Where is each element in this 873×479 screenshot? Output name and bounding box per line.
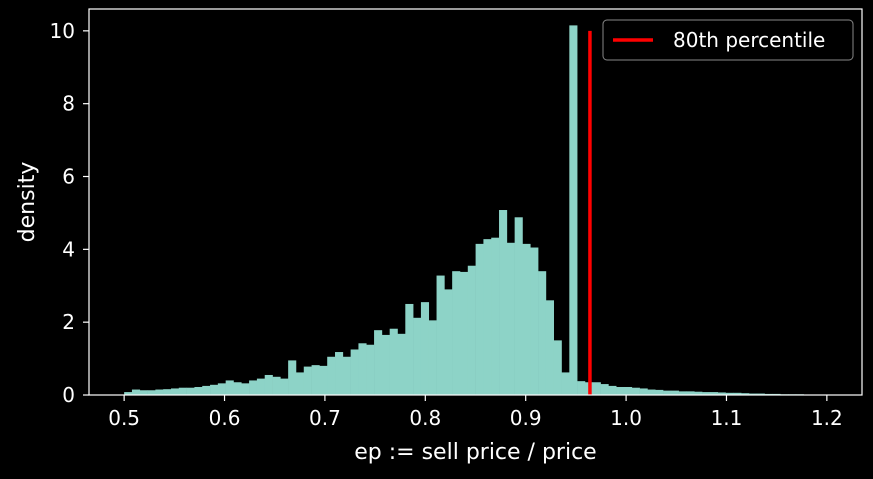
x-tick-label: 0.9	[510, 406, 542, 430]
histogram-bar	[530, 248, 538, 395]
histogram-bar	[194, 387, 202, 395]
histogram-bar	[437, 276, 445, 395]
legend: 80th percentile	[603, 20, 853, 60]
histogram-bar	[187, 388, 195, 395]
y-tick-label: 10	[50, 19, 75, 43]
histogram-bar	[390, 329, 398, 395]
histogram-bar	[601, 384, 609, 395]
histogram-bar	[335, 352, 343, 395]
histogram-bar	[132, 390, 140, 395]
x-tick-label: 0.5	[108, 406, 140, 430]
y-axis-ticks: 0 2 4 6 8 10	[50, 19, 89, 407]
histogram-bar	[343, 357, 351, 395]
y-axis-label: density	[15, 162, 40, 243]
y-tick-label: 4	[62, 237, 75, 261]
histogram-bar	[655, 390, 663, 395]
histogram-bar	[476, 244, 484, 395]
histogram-bar	[562, 372, 570, 395]
histogram-bar	[554, 340, 562, 395]
histogram-bar	[280, 379, 288, 395]
histogram-bar	[640, 388, 648, 395]
histogram-bar	[577, 381, 585, 395]
histogram-bar	[179, 388, 187, 395]
histogram-bar	[499, 210, 507, 395]
histogram-bar	[632, 388, 640, 395]
histogram-bar	[218, 383, 226, 395]
histogram-bar	[507, 243, 515, 395]
histogram-bar	[608, 386, 616, 395]
histogram-bar	[522, 244, 530, 395]
histogram-bars	[124, 25, 827, 395]
histogram-bar	[265, 375, 273, 395]
x-tick-label: 0.6	[209, 406, 241, 430]
histogram-bar	[515, 217, 523, 395]
histogram-bar	[569, 25, 577, 395]
histogram-bar	[171, 388, 179, 395]
histogram-bar	[296, 372, 304, 395]
x-tick-label: 0.8	[409, 406, 441, 430]
histogram-bar	[140, 390, 148, 395]
x-tick-label: 1.1	[711, 406, 743, 430]
y-tick-label: 2	[62, 310, 75, 334]
histogram-bar	[358, 343, 366, 395]
histogram-bar	[624, 387, 632, 395]
histogram-bar	[155, 390, 163, 395]
histogram-bar	[538, 271, 546, 395]
histogram-bar	[593, 382, 601, 395]
histogram-bar	[460, 272, 468, 395]
histogram-bar	[671, 391, 679, 395]
x-tick-label: 1.2	[811, 406, 843, 430]
histogram-bar	[249, 380, 257, 395]
y-tick-label: 8	[62, 92, 75, 116]
histogram-bar	[202, 386, 210, 395]
histogram-bar	[374, 330, 382, 395]
histogram-bar	[163, 389, 171, 395]
histogram-bar	[382, 335, 390, 395]
histogram-bar	[233, 382, 241, 395]
histogram-bar	[148, 390, 156, 395]
histogram-bar	[616, 387, 624, 395]
x-axis-ticks: 0.5 0.6 0.7 0.8 0.9 1.0 1.1 1.2	[108, 395, 843, 430]
y-tick-label: 0	[62, 383, 75, 407]
histogram-bar	[546, 300, 554, 395]
histogram-bar	[647, 390, 655, 395]
histogram-bar	[405, 304, 413, 395]
histogram-bar	[319, 366, 327, 395]
histogram-bar	[429, 320, 437, 395]
histogram-bar	[452, 271, 460, 395]
histogram-bar	[351, 349, 359, 395]
histogram-bar	[397, 334, 405, 395]
histogram-bar	[483, 239, 491, 395]
histogram-bar	[210, 385, 218, 395]
legend-label: 80th percentile	[673, 28, 825, 52]
histogram-bar	[413, 318, 421, 395]
histogram-bar	[241, 383, 249, 395]
histogram-bar	[491, 238, 499, 395]
histogram-bar	[327, 357, 335, 395]
histogram-bar	[257, 379, 265, 395]
y-tick-label: 6	[62, 165, 75, 189]
histogram-bar	[421, 302, 429, 395]
histogram-bar	[468, 266, 476, 395]
histogram-bar	[663, 391, 671, 395]
histogram-bar	[273, 377, 281, 395]
x-tick-label: 1.0	[610, 406, 642, 430]
x-axis-label: ep := sell price / price	[354, 440, 596, 465]
histogram-bar	[444, 289, 452, 395]
histogram-bar	[366, 345, 374, 395]
histogram-bar	[304, 367, 312, 395]
histogram-bar	[288, 360, 296, 395]
histogram-bar	[226, 380, 234, 395]
x-tick-label: 0.7	[309, 406, 341, 430]
histogram-bar	[312, 365, 320, 395]
